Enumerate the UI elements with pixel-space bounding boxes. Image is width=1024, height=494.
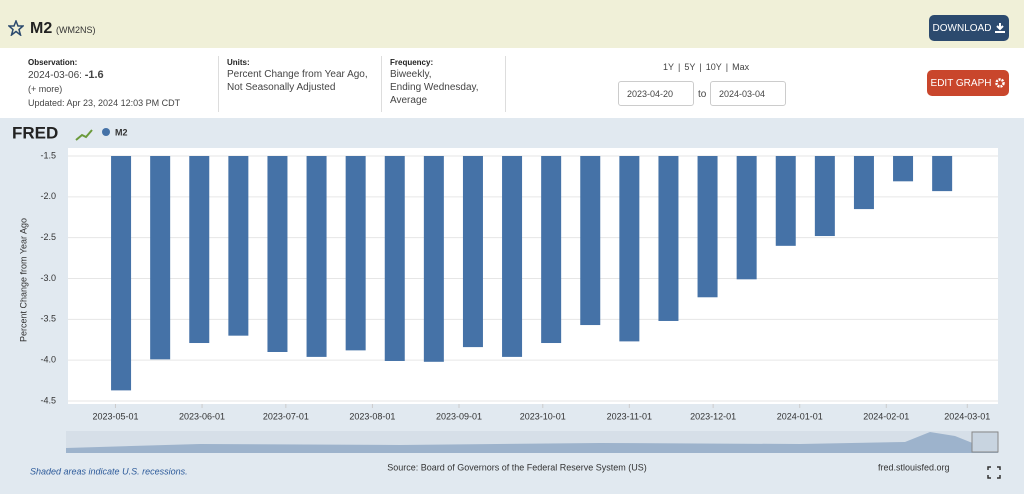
observation-label: Observation: (28, 58, 78, 67)
x-tick-label: 2023-08-01 (349, 411, 395, 421)
x-tick-label: 2023-12-01 (690, 411, 736, 421)
source: Source: Board of Governors of the Federa… (387, 462, 647, 472)
x-tick-label: 2024-01-01 (777, 411, 823, 421)
logo-graphic (75, 129, 93, 141)
bar (775, 156, 796, 246)
bar (697, 156, 718, 298)
bar (619, 156, 640, 342)
units-label: Units: (227, 58, 250, 67)
start-date-input[interactable]: 2023-04-20 (618, 81, 694, 106)
y-tick-label: -2.0 (40, 191, 56, 201)
x-tick-label: 2023-06-01 (179, 411, 225, 421)
chart: FRED Percent Change from Year Ago Shaded… (12, 123, 1001, 479)
bar (306, 156, 327, 357)
divider (218, 56, 219, 112)
start-date: 2023-04-20 (627, 88, 674, 99)
frequency-line: Ending Wednesday, (390, 82, 479, 93)
more-link[interactable]: (+ more) (28, 84, 63, 94)
bar (502, 156, 523, 357)
units-line: Percent Change from Year Ago, (227, 69, 368, 80)
star-icon[interactable] (8, 20, 24, 36)
range-links: 1Y | 5Y | 10Y | Max (663, 61, 749, 74)
bar (541, 156, 562, 344)
y-tick-label: -4.0 (40, 355, 56, 365)
legend-label: M2 (115, 127, 128, 137)
legend-marker (102, 128, 110, 136)
download-label: DOWNLOAD (932, 22, 992, 34)
bar (423, 156, 444, 362)
series-id: (WM2NS) (56, 25, 96, 35)
bar (932, 156, 953, 192)
x-tick-label: 2023-11-01 (607, 411, 652, 421)
bar (580, 156, 601, 326)
info-panel: Observation: 2024-03-06: -1.6 (+ more) U… (0, 48, 1024, 118)
bar (658, 156, 679, 321)
x-tick-label: 2023-10-01 (520, 411, 566, 421)
bar (384, 156, 405, 361)
site: fred.stlouisfed.org (878, 462, 950, 472)
bar (189, 156, 210, 344)
x-tick-label: 2023-09-01 (436, 411, 482, 421)
series-title: M2 (30, 20, 53, 37)
bar (267, 156, 288, 352)
y-tick-label: -3.5 (40, 314, 56, 324)
x-tick-label: 2024-03-01 (944, 411, 990, 421)
bar (345, 156, 366, 351)
frequency-line: Average (390, 95, 428, 106)
divider (505, 56, 506, 112)
separator: | (699, 62, 702, 72)
x-tick-label: 2023-05-01 (92, 411, 138, 421)
plot-area (68, 148, 998, 404)
frequency-label: Frequency: (390, 58, 434, 67)
y-tick-label: -1.5 (40, 150, 56, 160)
navigator-series (66, 432, 998, 453)
separator: | (725, 62, 729, 72)
frequency-line: Biweekly, (390, 69, 432, 80)
y-tick-label: -3.0 (40, 273, 56, 283)
y-tick-label: -2.5 (40, 232, 56, 242)
edit-graph-button[interactable]: EDIT GRAPH (927, 70, 1009, 96)
bar (462, 156, 483, 348)
range-link[interactable]: 5Y (684, 62, 696, 72)
bar (228, 156, 249, 336)
bar (814, 156, 835, 237)
download-icon (995, 23, 1006, 33)
navigator-window[interactable] (971, 431, 999, 453)
bar (853, 156, 874, 210)
observation-date: 2024-03-06: (28, 70, 82, 81)
end-date-input[interactable]: 2024-03-04 (710, 81, 786, 106)
gear-icon (995, 78, 1006, 88)
bar (893, 156, 914, 182)
recession-note: Shaded areas indicate U.S. recessions. (30, 466, 188, 476)
x-tick-label: 2024-02-01 (863, 411, 909, 421)
download-button[interactable]: DOWNLOAD (929, 15, 1009, 41)
range-link[interactable]: 10Y (705, 62, 722, 72)
y-tick-label: -4.5 (40, 395, 56, 405)
y-axis-title: Percent Change from Year Ago (18, 218, 28, 342)
bar (736, 156, 757, 280)
divider (381, 56, 382, 112)
observation-value: -1.6 (84, 69, 104, 81)
fullscreen-icon[interactable] (987, 466, 1001, 479)
header-bar: M2 (WM2NS) DOWNLOAD (0, 0, 1024, 48)
bar (111, 156, 132, 391)
end-date: 2024-03-04 (719, 88, 766, 99)
to-label: to (698, 89, 707, 100)
fred-logo: FRED (12, 123, 58, 142)
updated: Updated: Apr 23, 2024 12:03 PM CDT (28, 98, 181, 108)
bar (150, 156, 171, 360)
edit-graph-label: EDIT GRAPH (930, 77, 992, 89)
x-tick-label: 2023-07-01 (263, 411, 309, 421)
units-line: Not Seasonally Adjusted (227, 82, 336, 93)
range-link[interactable]: Max (732, 62, 750, 72)
range-link[interactable]: 1Y (663, 62, 675, 72)
separator: | (678, 62, 681, 72)
